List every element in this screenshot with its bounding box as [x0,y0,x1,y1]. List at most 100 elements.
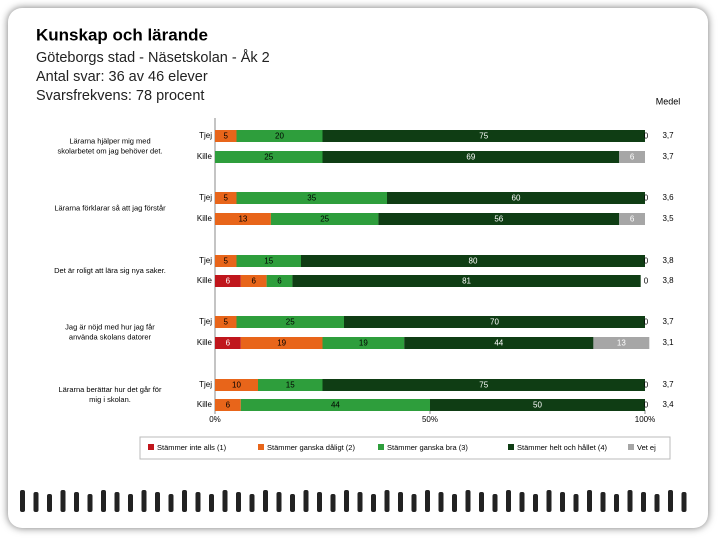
data-label: 0 [644,401,649,410]
footer-figure [87,494,93,512]
footer-figure [573,494,579,512]
bar-segment [215,316,237,328]
data-label: 69 [466,153,475,162]
footer-figure [182,490,187,512]
bar-segment [215,151,323,163]
bar-segment [593,337,650,349]
footer-figure [600,492,606,512]
bar-segment [322,130,645,142]
bar-segment [258,379,323,391]
bar-segment [236,130,323,142]
question-label: Det är roligt att lära sig nya saker. [54,266,166,275]
footer-figure [303,490,309,512]
question-label: Jag är nöjd med hur jag får [65,322,155,331]
data-label: 25 [264,153,273,162]
data-label: 25 [320,215,329,224]
subtitle: Göteborgs stad - Näsetskolan - Åk 2 [36,49,270,66]
bar-segment [215,255,237,267]
bar-segment [215,275,241,287]
footer-figure [384,490,390,512]
data-label: 6 [251,277,256,286]
footer-figure [627,490,633,512]
bar-segment [404,337,594,349]
footer-figure [33,492,39,512]
medel-value: 3,8 [662,256,674,265]
footer-figure [398,492,403,512]
footer-figure [47,494,52,512]
footer-figure [249,494,255,512]
data-label: 6 [226,277,231,286]
footer-figure [114,492,120,512]
footer-figure [546,490,552,512]
legend-label: Vet ej [637,443,656,452]
x-tick-label: 50% [422,415,438,424]
bar-segment [215,337,241,349]
legend-swatch [258,444,264,450]
footer-figure [357,492,363,512]
footer-figure [452,494,457,512]
data-label: 5 [224,318,229,327]
bar-segment [344,316,645,328]
data-label: 6 [226,339,231,348]
footer-figure [438,492,444,512]
footer-figure [236,492,241,512]
bar-segment [322,379,645,391]
y-tick-label: Tjej [199,193,212,202]
bar-segment [215,399,241,411]
data-label: 0 [644,318,649,327]
bar-segment [292,275,641,287]
footer-figure [276,492,282,512]
footer-figure [20,490,25,512]
bar-segment [236,255,301,267]
bar-segment [378,213,620,225]
footer-figure [141,490,147,512]
data-label: 6 [630,153,635,162]
footer-figure [587,490,592,512]
medel-value: 3,7 [662,317,674,326]
footer-figure [263,490,268,512]
medel-value: 3,7 [662,380,674,389]
footer-figure [641,492,646,512]
data-label: 35 [307,194,316,203]
data-label: 80 [469,257,478,266]
question-label: Lärarna hjälper mig med [69,136,150,145]
subtitle: Antal svar: 36 av 46 elever [36,69,208,85]
footer-figure [465,490,471,512]
data-label: 19 [277,339,286,348]
legend-label: Stämmer helt och hållet (4) [517,443,608,452]
data-label: 13 [238,215,247,224]
data-label: 6 [630,215,635,224]
footer-figure [654,494,660,512]
medel-value: 3,5 [662,214,674,223]
footer-figure [479,492,484,512]
bar-segment [322,151,620,163]
bar-segment [215,379,258,391]
footer-figure [209,494,214,512]
data-label: 81 [462,277,471,286]
footer-figure [290,494,295,512]
question-label: skolarbetet om jag behöver det. [57,146,162,155]
data-label: 0 [644,381,649,390]
footer-figure [411,494,417,512]
y-tick-label: Tjej [199,131,212,140]
footer-figure [168,494,174,512]
bar-segment [215,213,271,225]
bar-segment [240,337,323,349]
footer-figure [668,490,673,512]
medel-value: 3,8 [662,276,674,285]
legend-swatch [628,444,634,450]
data-label: 25 [286,318,295,327]
question-label: använda skolans datorer [69,332,152,341]
question-label: Lärarna berättar hur det går för [59,385,162,394]
x-tick-label: 100% [635,415,655,424]
data-label: 10 [232,381,241,390]
footer-figure [371,494,376,512]
y-tick-label: Kille [197,338,213,347]
medel-value: 3,4 [662,400,674,409]
medel-value: 3,7 [662,131,674,140]
data-label: 70 [490,318,499,327]
legend-box [139,436,671,460]
data-label: 0 [644,257,649,266]
footer-figure [506,490,511,512]
